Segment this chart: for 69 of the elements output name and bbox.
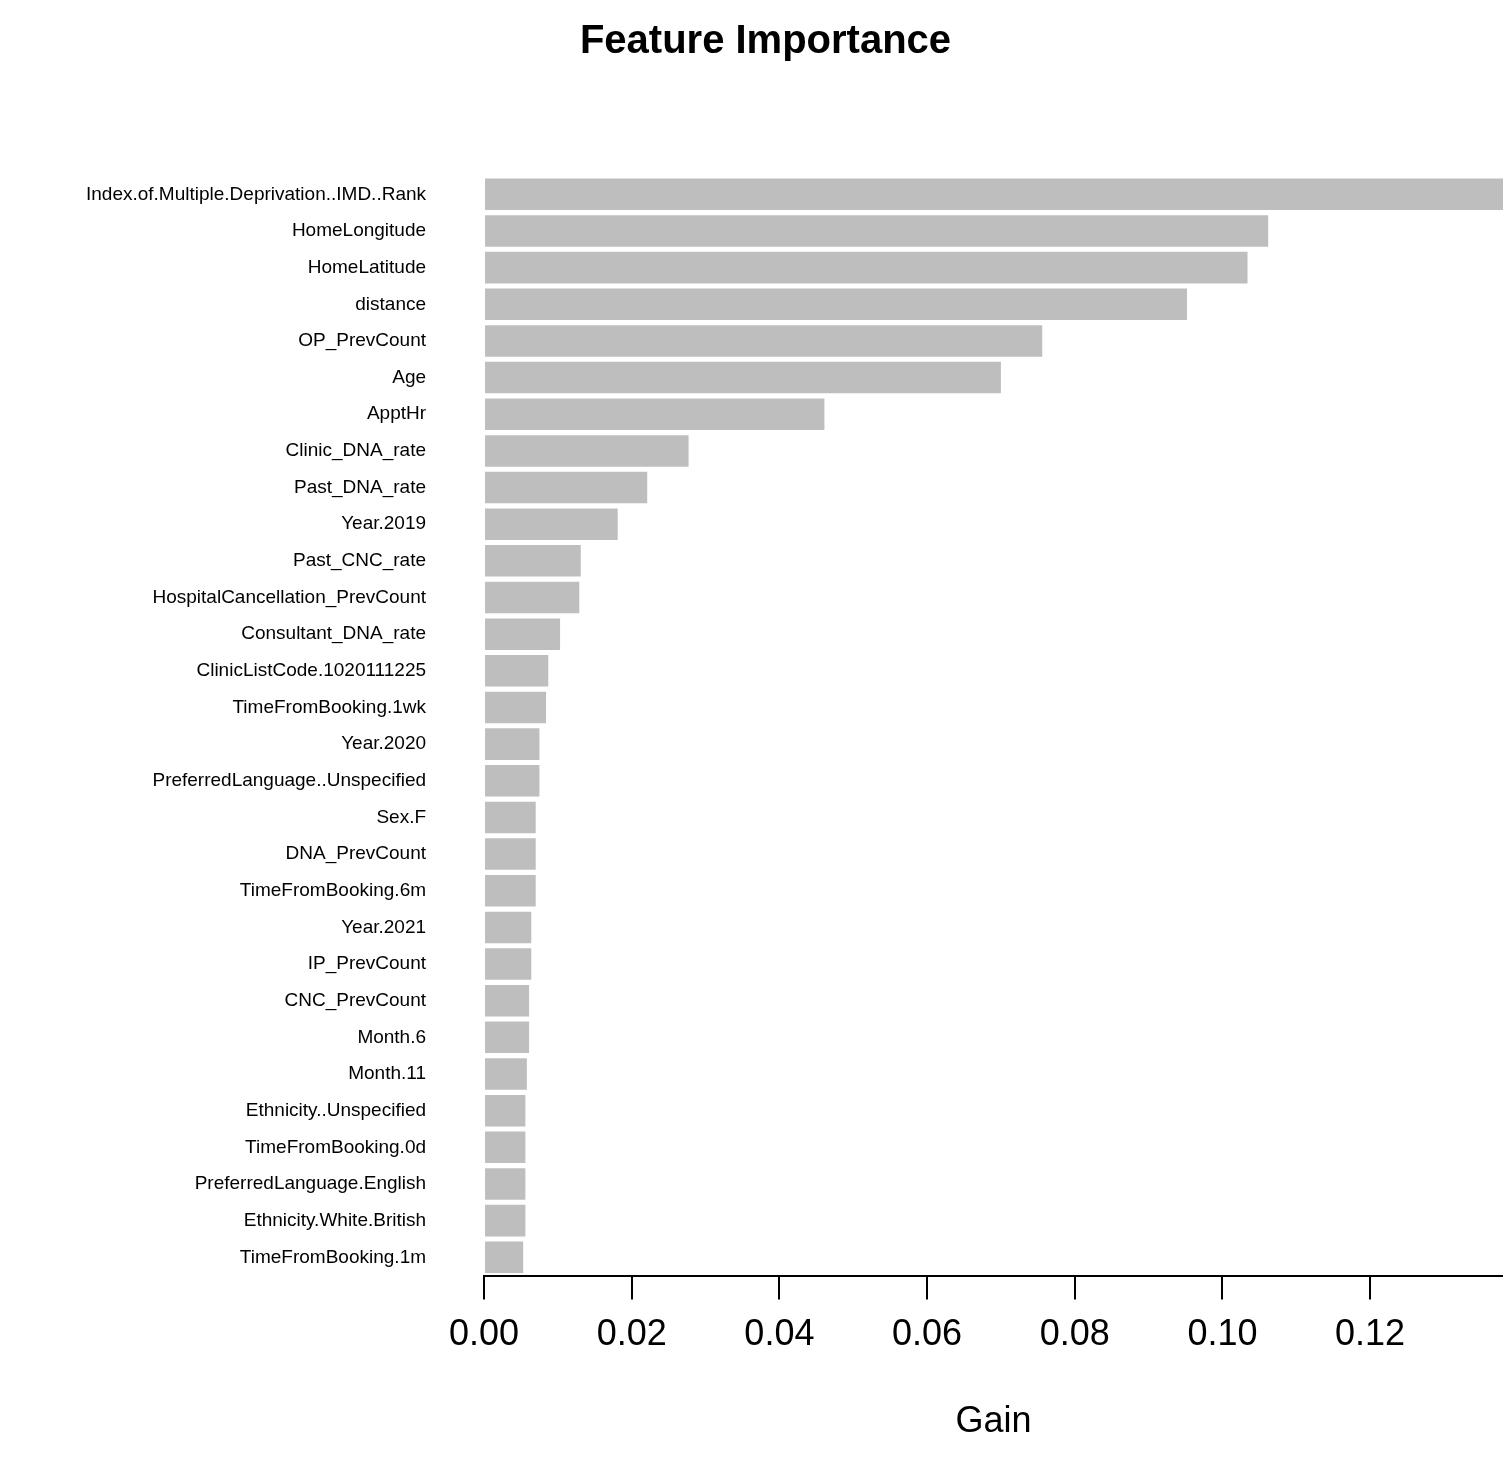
y-tick-label: CNC_PrevCount — [284, 988, 427, 1011]
y-tick-label: TimeFromBooking.1wk — [232, 695, 427, 717]
y-tick-label: Month.11 — [348, 1062, 427, 1084]
bar — [485, 398, 825, 431]
y-tick-label: Index.of.Multiple.Deprivation..IMD..Rank — [85, 182, 427, 204]
y-tick-label: TimeFromBooking.0d — [245, 1135, 427, 1157]
bar — [485, 618, 561, 650]
y-tick-label: Sex.F — [376, 805, 427, 827]
bar — [485, 838, 536, 870]
bar — [485, 1168, 526, 1200]
y-tick-label: PreferredLanguage..Unspecified — [152, 769, 427, 791]
bar — [485, 435, 689, 467]
x-axis-title: Gain — [955, 1399, 1032, 1441]
bar — [485, 361, 1001, 394]
y-tick-label: PreferredLanguage.English — [194, 1172, 427, 1194]
y-tick-label: Consultant_DNA_rate — [241, 622, 427, 645]
y-tick-label: Past_CNC_rate — [292, 549, 427, 572]
bar — [485, 1021, 530, 1054]
bar — [485, 325, 1043, 357]
bar — [485, 1204, 526, 1237]
bar — [485, 911, 532, 944]
y-tick-label: OP_PrevCount — [298, 329, 427, 352]
x-tick-label: 0.06 — [892, 1312, 963, 1354]
bar — [485, 655, 549, 687]
x-tick-label: 0.02 — [596, 1312, 667, 1354]
chart-title: Feature Importance — [579, 17, 952, 62]
bar — [485, 1241, 524, 1274]
y-tick-label: HospitalCancellation_PrevCount — [152, 585, 427, 608]
bar — [485, 251, 1248, 284]
y-tick-label: Past_DNA_rate — [294, 475, 427, 498]
y-tick-label: Ethnicity.White.British — [243, 1208, 427, 1230]
y-tick-label: TimeFromBooking.1m — [239, 1245, 427, 1267]
bar — [485, 691, 547, 724]
bar — [485, 471, 648, 504]
y-tick-label: Year.2021 — [341, 915, 427, 937]
y-tick-label: IP_PrevCount — [307, 952, 427, 975]
x-tick-label: 0.00 — [448, 1312, 520, 1354]
bar — [485, 215, 1269, 247]
bar — [485, 1058, 527, 1090]
bar — [485, 984, 530, 1017]
y-tick-label: Year.2019 — [341, 512, 427, 534]
bar — [485, 508, 618, 540]
y-tick-label: Month.6 — [357, 1025, 427, 1047]
x-tick-label: 0.04 — [744, 1312, 815, 1354]
bar — [485, 288, 1187, 321]
bar — [485, 801, 536, 834]
bar — [485, 765, 540, 797]
bar — [485, 874, 536, 907]
y-tick-label: ClinicListCode.1020111225 — [196, 659, 427, 681]
y-tick-label: distance — [355, 292, 427, 314]
y-tick-label: Ethnicity..Unspecified — [245, 1098, 427, 1120]
y-tick-label: DNA_PrevCount — [285, 842, 427, 865]
bar — [485, 1094, 526, 1127]
y-tick-label: TimeFromBooking.6m — [239, 878, 427, 900]
x-tick-label: 0.10 — [1187, 1312, 1258, 1354]
bar — [485, 728, 540, 760]
bar — [485, 545, 581, 577]
y-tick-label: HomeLongitude — [291, 219, 427, 241]
x-tick-label: 0.08 — [1039, 1312, 1110, 1354]
bar — [485, 948, 532, 980]
y-tick-label: ApptHr — [366, 402, 427, 424]
bar — [485, 178, 1503, 211]
bar — [485, 581, 580, 614]
y-tick-label: HomeLatitude — [307, 255, 427, 277]
bar — [485, 1131, 526, 1164]
y-tick-label: Year.2020 — [341, 732, 427, 754]
y-tick-label: Age — [392, 365, 427, 387]
y-tick-label: Clinic_DNA_rate — [285, 439, 427, 462]
x-tick-label: 0.12 — [1335, 1312, 1406, 1354]
